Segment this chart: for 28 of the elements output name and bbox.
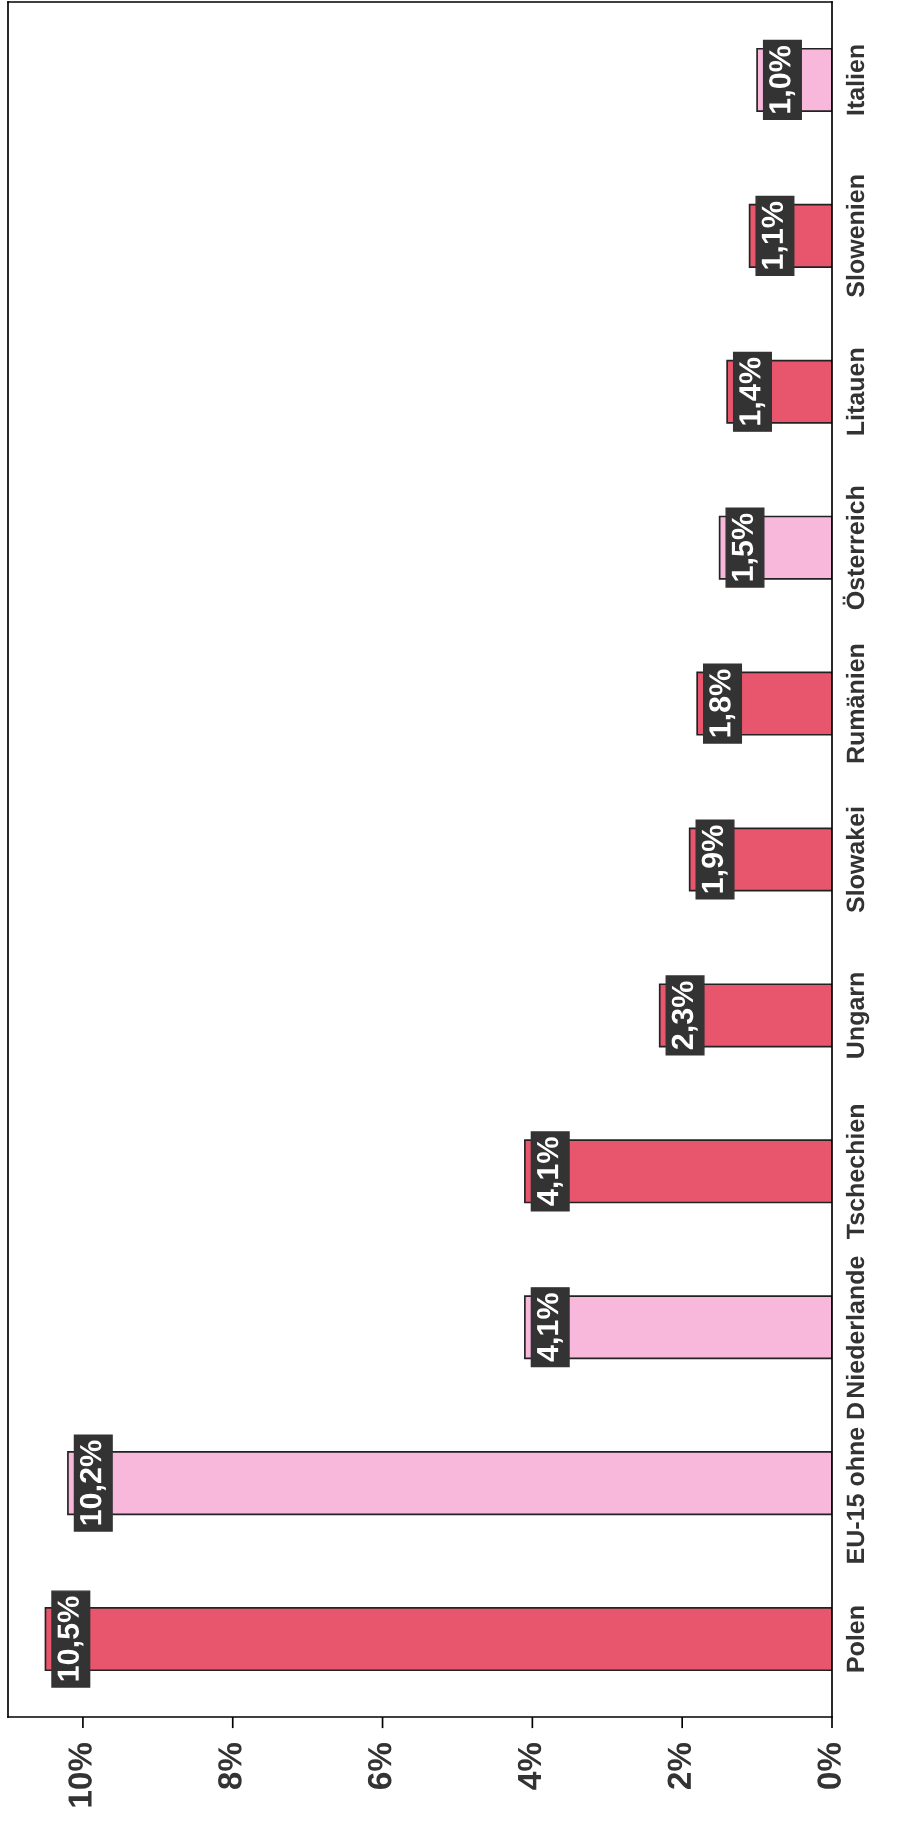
data-label: 1,1% xyxy=(761,201,788,269)
y-tick-label: Niederlande xyxy=(845,1256,865,1398)
x-tick-label: 4% xyxy=(517,1742,542,1790)
data-label: 1,0% xyxy=(769,45,796,113)
y-tick-label: Rumänien xyxy=(845,644,865,763)
x-tick-label: 0% xyxy=(817,1742,841,1789)
y-tick-label: Italien xyxy=(845,45,865,115)
y-tick-label: EU-15 ohne D xyxy=(845,1402,865,1563)
data-label: 1,4% xyxy=(739,357,766,425)
y-tick-label: Ungarn xyxy=(846,973,870,1058)
x-tick-label: 6% xyxy=(367,1742,392,1789)
y-tick-label: Tschechien xyxy=(845,1105,865,1239)
x-tick-label: 10% xyxy=(68,1742,92,1807)
y-tick-label: Österreich xyxy=(842,486,865,610)
data-label: 4,1% xyxy=(536,1137,563,1206)
data-label: 4,1% xyxy=(536,1293,563,1362)
data-label: 1,9% xyxy=(701,825,728,893)
y-tick-label: Polen xyxy=(845,1606,865,1672)
y-tick-label: Slowakei xyxy=(845,807,865,913)
x-tick-label: 2% xyxy=(667,1742,692,1790)
data-label: 1,5% xyxy=(731,513,758,581)
data-label: 1,8% xyxy=(709,669,736,737)
y-tick-label: Litauen xyxy=(845,348,865,435)
data-label: 10,5% xyxy=(57,1596,84,1681)
data-label: 2,3% xyxy=(671,981,698,1050)
data-label: 10,2% xyxy=(79,1440,106,1525)
x-tick-label: 8% xyxy=(218,1742,242,1790)
y-tick-label: Slowenien xyxy=(845,175,865,297)
